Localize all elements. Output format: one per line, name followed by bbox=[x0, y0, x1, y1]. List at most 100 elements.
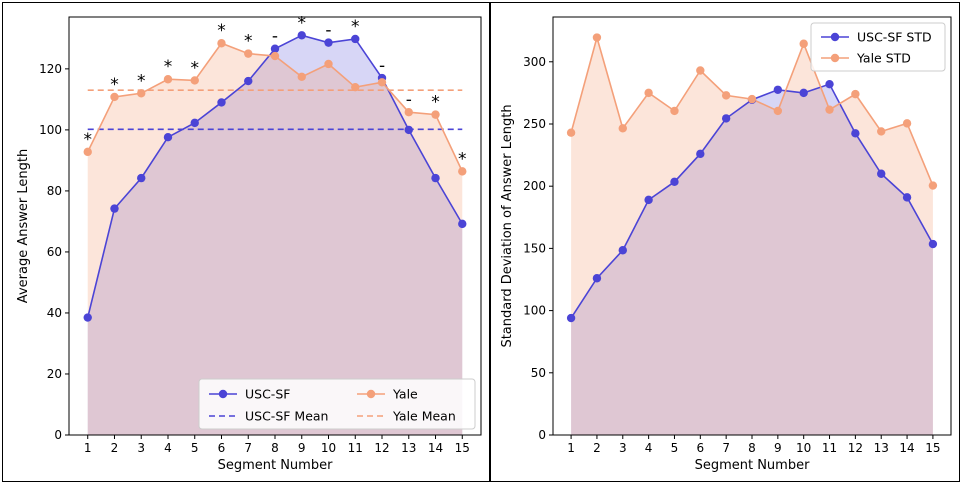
legend-marker bbox=[830, 53, 840, 63]
x-tick-label: 13 bbox=[401, 441, 416, 455]
series-0-point bbox=[110, 204, 119, 213]
series-1-point bbox=[244, 49, 253, 58]
series-1-point bbox=[799, 39, 808, 48]
series-1-point bbox=[217, 39, 226, 48]
series-1-point bbox=[902, 119, 912, 128]
legend-label: USC-SF STD bbox=[857, 30, 932, 45]
y-tick-label: 250 bbox=[523, 117, 546, 131]
y-axis-label: Average Answer Length bbox=[16, 149, 31, 303]
series-1-point bbox=[825, 105, 834, 114]
y-tick-label: 50 bbox=[531, 366, 546, 380]
x-tick-label: 15 bbox=[925, 441, 940, 455]
legend-label: Yale STD bbox=[856, 51, 911, 66]
significance-annotation: * bbox=[431, 93, 440, 113]
significance-annotation: - bbox=[406, 90, 412, 110]
x-tick-label: 6 bbox=[696, 441, 704, 455]
legend-label: Yale Mean bbox=[392, 409, 456, 424]
legend-marker bbox=[830, 32, 840, 42]
series-0-point bbox=[773, 85, 783, 94]
x-tick-label: 9 bbox=[774, 441, 782, 455]
series-0-point bbox=[297, 31, 306, 40]
y-tick-label: 0 bbox=[538, 428, 546, 442]
x-tick-label: 2 bbox=[111, 441, 119, 455]
series-0-area bbox=[87, 35, 463, 435]
legend-label: Yale bbox=[392, 387, 418, 402]
y-tick-label: 20 bbox=[47, 367, 62, 381]
series-0-point bbox=[928, 239, 938, 249]
significance-annotation: * bbox=[164, 57, 173, 77]
series-0-point bbox=[431, 173, 440, 183]
series-1-point bbox=[404, 107, 413, 117]
x-tick-label: 4 bbox=[164, 441, 172, 455]
x-tick-label: 13 bbox=[874, 441, 889, 455]
x-tick-label: 2 bbox=[593, 441, 601, 455]
y-tick-label: 80 bbox=[47, 184, 62, 198]
x-tick-label: 5 bbox=[191, 441, 199, 455]
series-0-point bbox=[270, 44, 280, 53]
x-tick-label: 7 bbox=[244, 441, 252, 455]
series-1-point bbox=[928, 181, 938, 190]
x-tick-label: 10 bbox=[796, 441, 811, 455]
series-1-point bbox=[773, 106, 783, 116]
significance-annotation: * bbox=[458, 149, 467, 169]
series-1-point bbox=[747, 94, 757, 104]
x-tick-label: 6 bbox=[218, 441, 226, 455]
significance-annotation: * bbox=[83, 130, 92, 150]
y-tick-label: 300 bbox=[523, 55, 546, 69]
significance-annotation: * bbox=[351, 17, 360, 37]
x-tick-label: 8 bbox=[271, 441, 279, 455]
x-tick-label: 10 bbox=[321, 441, 336, 455]
average-answer-length-chart: ** ** *** -* - *-- **1 2 3 4 5 6 7 8 9 10 11 12 13 14 150204… bbox=[16, 13, 482, 473]
y-tick-label: 0 bbox=[54, 428, 62, 442]
series-0-point bbox=[644, 195, 653, 205]
series-1-point bbox=[618, 124, 627, 133]
series-0-point bbox=[83, 313, 92, 322]
series-0-point bbox=[137, 173, 146, 183]
y-tick-label: 120 bbox=[39, 62, 62, 76]
legend-box bbox=[810, 22, 946, 72]
series-1-point bbox=[851, 89, 860, 99]
x-tick-label: 14 bbox=[428, 441, 443, 455]
legend-marker bbox=[366, 389, 376, 399]
series-1-point bbox=[83, 147, 92, 157]
left-panel: * * * * * * * - * - * - - * * 1 2 3 4 5 6 7 8 9 10 11 12 13 14 15 0 20 4… bbox=[2, 2, 490, 482]
series-1-point bbox=[877, 127, 886, 136]
y-tick-label: 40 bbox=[47, 306, 62, 320]
y-tick-label: 150 bbox=[523, 241, 546, 255]
series-1-point bbox=[566, 128, 576, 137]
series-0-point bbox=[190, 118, 199, 128]
series-1-area bbox=[571, 37, 933, 435]
series-0-point bbox=[721, 114, 731, 123]
legend-label: USC-SF Mean bbox=[245, 409, 328, 424]
series-1-point bbox=[721, 91, 731, 100]
series-1-point bbox=[377, 78, 387, 87]
significance-annotation: * bbox=[137, 71, 146, 91]
series-1-point bbox=[644, 88, 653, 98]
series-0-point bbox=[163, 133, 173, 142]
series-0-point bbox=[851, 129, 860, 138]
series-1-point bbox=[458, 167, 467, 176]
legend-box bbox=[198, 378, 476, 430]
series-1-point bbox=[592, 33, 602, 42]
series-0-point bbox=[696, 149, 705, 159]
series-1-point bbox=[297, 72, 306, 82]
x-tick-label: 8 bbox=[748, 441, 756, 455]
significance-annotation: * bbox=[217, 21, 226, 41]
y-tick-label: 60 bbox=[47, 245, 62, 259]
significance-annotation: * bbox=[110, 75, 119, 95]
y-tick-label: 100 bbox=[523, 304, 546, 318]
series-0-point bbox=[670, 177, 679, 187]
x-tick-label: 3 bbox=[137, 441, 145, 455]
series-1-point bbox=[110, 92, 119, 102]
x-tick-label: 11 bbox=[348, 441, 363, 455]
significance-annotation: * bbox=[244, 32, 253, 52]
series-1-point bbox=[137, 89, 146, 98]
x-tick-label: 12 bbox=[374, 441, 389, 455]
x-tick-label: 11 bbox=[822, 441, 837, 455]
series-1-point bbox=[351, 82, 360, 92]
series-0-point bbox=[217, 98, 226, 107]
y-tick-label: 200 bbox=[523, 179, 546, 193]
x-axis-label: Segment Number bbox=[218, 458, 334, 473]
series-1-point bbox=[324, 59, 333, 69]
